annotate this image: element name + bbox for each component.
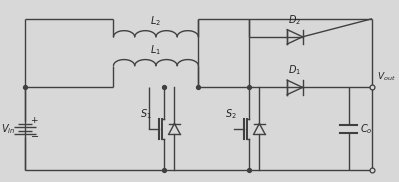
Text: $S_2$: $S_2$ [225,108,237,121]
Text: $L_2$: $L_2$ [150,14,162,28]
Text: +: + [30,116,38,125]
Text: $D_1$: $D_1$ [288,64,301,77]
Text: −: − [30,132,39,142]
Text: $S_1$: $S_1$ [140,108,152,121]
Text: $L_1$: $L_1$ [150,43,162,57]
Text: $C_o$: $C_o$ [360,122,373,136]
Text: $D_2$: $D_2$ [288,13,301,27]
Text: $V_{in}$: $V_{in}$ [1,122,16,136]
Text: $V_{out}$: $V_{out}$ [377,71,395,83]
